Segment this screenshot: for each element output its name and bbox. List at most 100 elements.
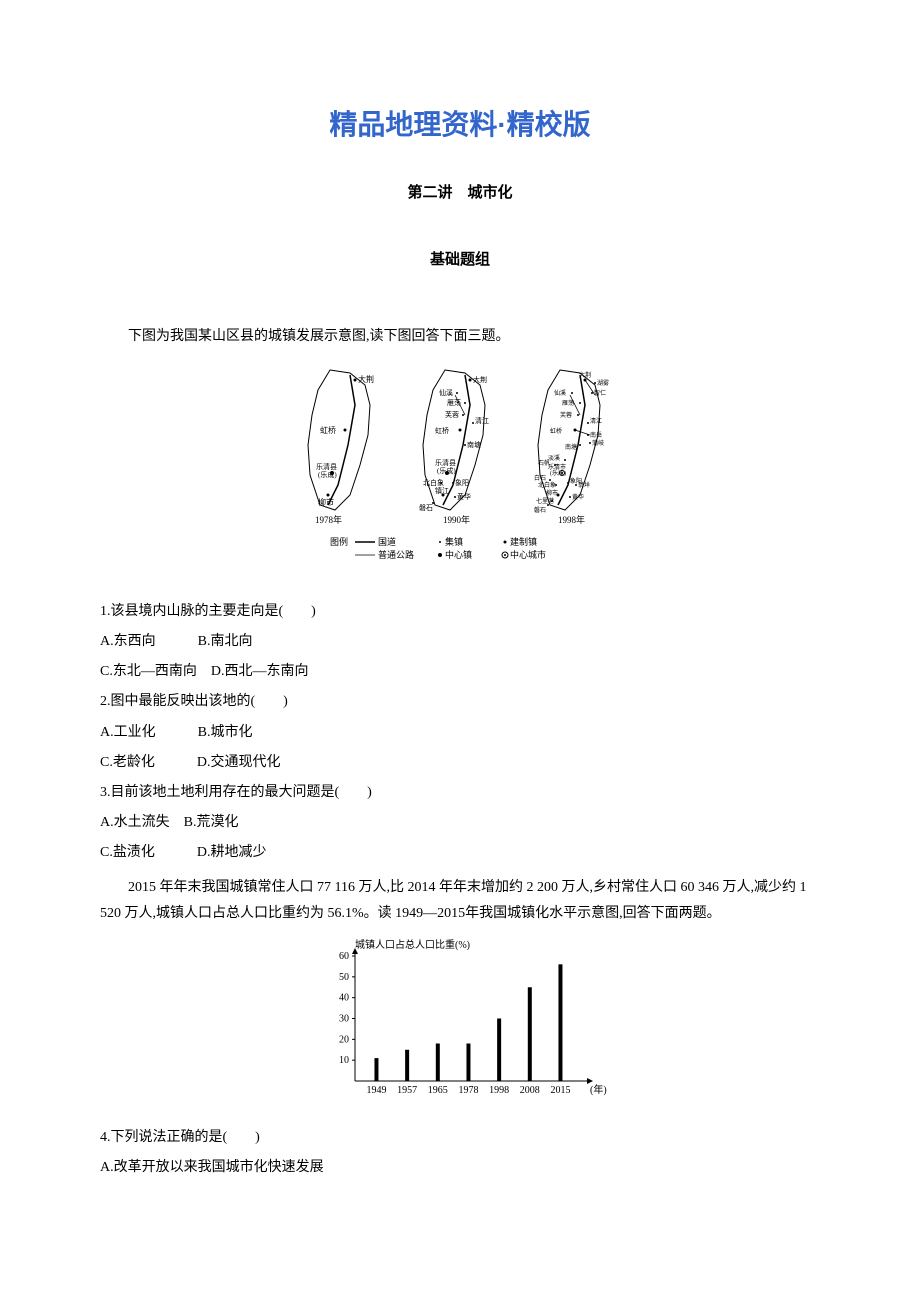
legend-item: 集镇 [445,536,463,547]
svg-text:60: 60 [339,951,349,962]
map-label: 七里港 [536,497,554,505]
q2-opt-d: D.交通现代化 [197,755,281,770]
map-label: 芙蓉 [560,411,572,419]
map-label: 虹桥 [320,425,336,435]
question-2: 2.图中最能反映出该地的( ) [100,689,820,714]
q3-stem: 目前该地土地利用存在的最大问题是( ) [111,785,372,800]
q2-options-row2: C.老龄化 D.交通现代化 [100,750,820,775]
q2-opt-b: B.城市化 [198,725,253,740]
map-label: 清江 [590,417,602,425]
map-label: 南塘 [467,440,481,449]
map-label: 白石 [534,474,546,482]
q3-num: 3. [100,785,111,800]
svg-text:城镇人口占总人口比重(%): 城镇人口占总人口比重(%) [355,938,470,951]
q1-opt-b: B.南北向 [198,634,253,649]
map-label: 象阳 [455,478,469,487]
map-label: 北白象 [538,481,556,489]
q2-stem: 图中最能反映出该地的( ) [111,694,288,709]
chapter-title: 第二讲 城市化 [100,180,820,207]
svg-text:1957: 1957 [397,1085,417,1096]
map-label: 翁垟 [578,481,590,489]
map-label: 大荆 [473,375,487,384]
map-year-3: 1998年 [558,514,585,525]
map-label: (乐成) [437,466,456,475]
q2-opt-c: C.老龄化 [100,755,155,770]
q1-stem: 该县境内山脉的主要走向是( ) [111,604,316,619]
map-year-1: 1978年 [315,514,342,525]
q4-stem: 下列说法正确的是( ) [111,1130,260,1145]
map-label: 黄华 [572,493,584,501]
map-label: (乐成) [550,469,566,477]
question-1: 1.该县境内山脉的主要走向是( ) [100,599,820,624]
map-label: 磐石 [534,506,546,514]
q1-opt-c: C.东北—西南向 [100,664,197,679]
map-label: 蒲岐 [592,439,604,447]
map-label: 乐清县 [316,462,337,471]
map-label: 北白象 [423,478,444,487]
q3-opt-c: C.盐渍化 [100,845,155,860]
map-label: 虹桥 [550,427,562,435]
map-label: 仙溪 [554,389,566,397]
legend-item: 建制镇 [510,536,537,547]
q1-num: 1. [100,604,111,619]
map-label: 大荆 [358,374,374,384]
q3-opt-b: B.荒漠化 [184,815,239,830]
q3-opt-a: A.水土流失 [100,815,170,830]
svg-text:20: 20 [339,1034,349,1045]
q1-options-row1: A.东西向 B.南北向 [100,629,820,654]
map-year-2: 1990年 [443,514,470,525]
map-label: 柳市 [318,497,334,507]
map-label: 大荆 [579,371,591,379]
q1-options-row2: C.东北—西南向 D.西北—东南向 [100,659,820,684]
q3-opt-d: D.耕地减少 [197,845,267,860]
question-3: 3.目前该地土地利用存在的最大问题是( ) [100,780,820,805]
question-4: 4.下列说法正确的是( ) [100,1125,820,1150]
map-label: 黄华 [457,492,471,501]
map-label: (乐成) [318,470,337,479]
legend-item: 中心城市 [510,549,546,560]
q4-num: 4. [100,1130,111,1145]
q4-opt-a: A.改革开放以来我国城市化快速发展 [100,1160,324,1175]
legend-item: 中心镇 [445,549,472,560]
map-figure: 大荆 虹桥 乐清县 (乐成) 柳市 1978年 大荆 仙溪 雁荡 芙蓉 清江 [100,360,820,589]
map-label: 镇江 [435,486,449,495]
q4-options-row1: A.改革开放以来我国城市化快速发展 [100,1155,820,1180]
map-label: 磐石 [419,503,433,512]
legend-label: 图例 [330,536,348,547]
svg-text:10: 10 [339,1055,349,1066]
q2-num: 2. [100,694,111,709]
map-label: 虹桥 [435,426,449,435]
svg-text:30: 30 [339,1013,349,1024]
svg-text:50: 50 [339,972,349,983]
q3-options-row2: C.盐渍化 D.耕地减少 [100,840,820,865]
map-label: 清江 [475,416,489,425]
passage1-intro: 下图为我国某山区县的城镇发展示意图,读下图回答下面三题。 [100,324,820,349]
section-title: 基础题组 [100,247,820,274]
svg-text:2008: 2008 [520,1085,540,1096]
q2-options-row1: A.工业化 B.城市化 [100,720,820,745]
svg-text:40: 40 [339,992,349,1003]
q3-options-row1: A.水土流失 B.荒漠化 [100,810,820,835]
legend-item: 国道 [378,536,396,547]
map-label: 南岳 [590,431,602,439]
map-label: 智仁 [594,389,606,397]
svg-text:2015: 2015 [550,1085,570,1096]
map-label: 芙蓉 [445,410,459,419]
map-label: 雁荡 [447,398,461,407]
map-label: 仙溪 [439,388,453,397]
svg-text:1965: 1965 [428,1085,448,1096]
urbanization-chart: 城镇人口占总人口比重(%) 10 20 30 40 50 60 1949 1957 1965 197… [100,936,820,1115]
q1-opt-a: A.东西向 [100,634,156,649]
legend-item: 普通公路 [378,549,414,560]
map-label: 雁荡 [562,399,574,407]
q1-opt-d: D.西北—东南向 [211,664,309,679]
svg-text:1998: 1998 [489,1085,509,1096]
main-title: 精品地理资料·精校版 [100,100,820,150]
svg-text:1978: 1978 [458,1085,478,1096]
map-label: 乐清县 [435,458,456,467]
q2-opt-a: A.工业化 [100,725,156,740]
map-label: 乐清市 [548,463,566,471]
svg-text:1949: 1949 [366,1085,386,1096]
map-label: 柳市 [546,489,558,497]
svg-text:(年): (年) [590,1083,607,1096]
